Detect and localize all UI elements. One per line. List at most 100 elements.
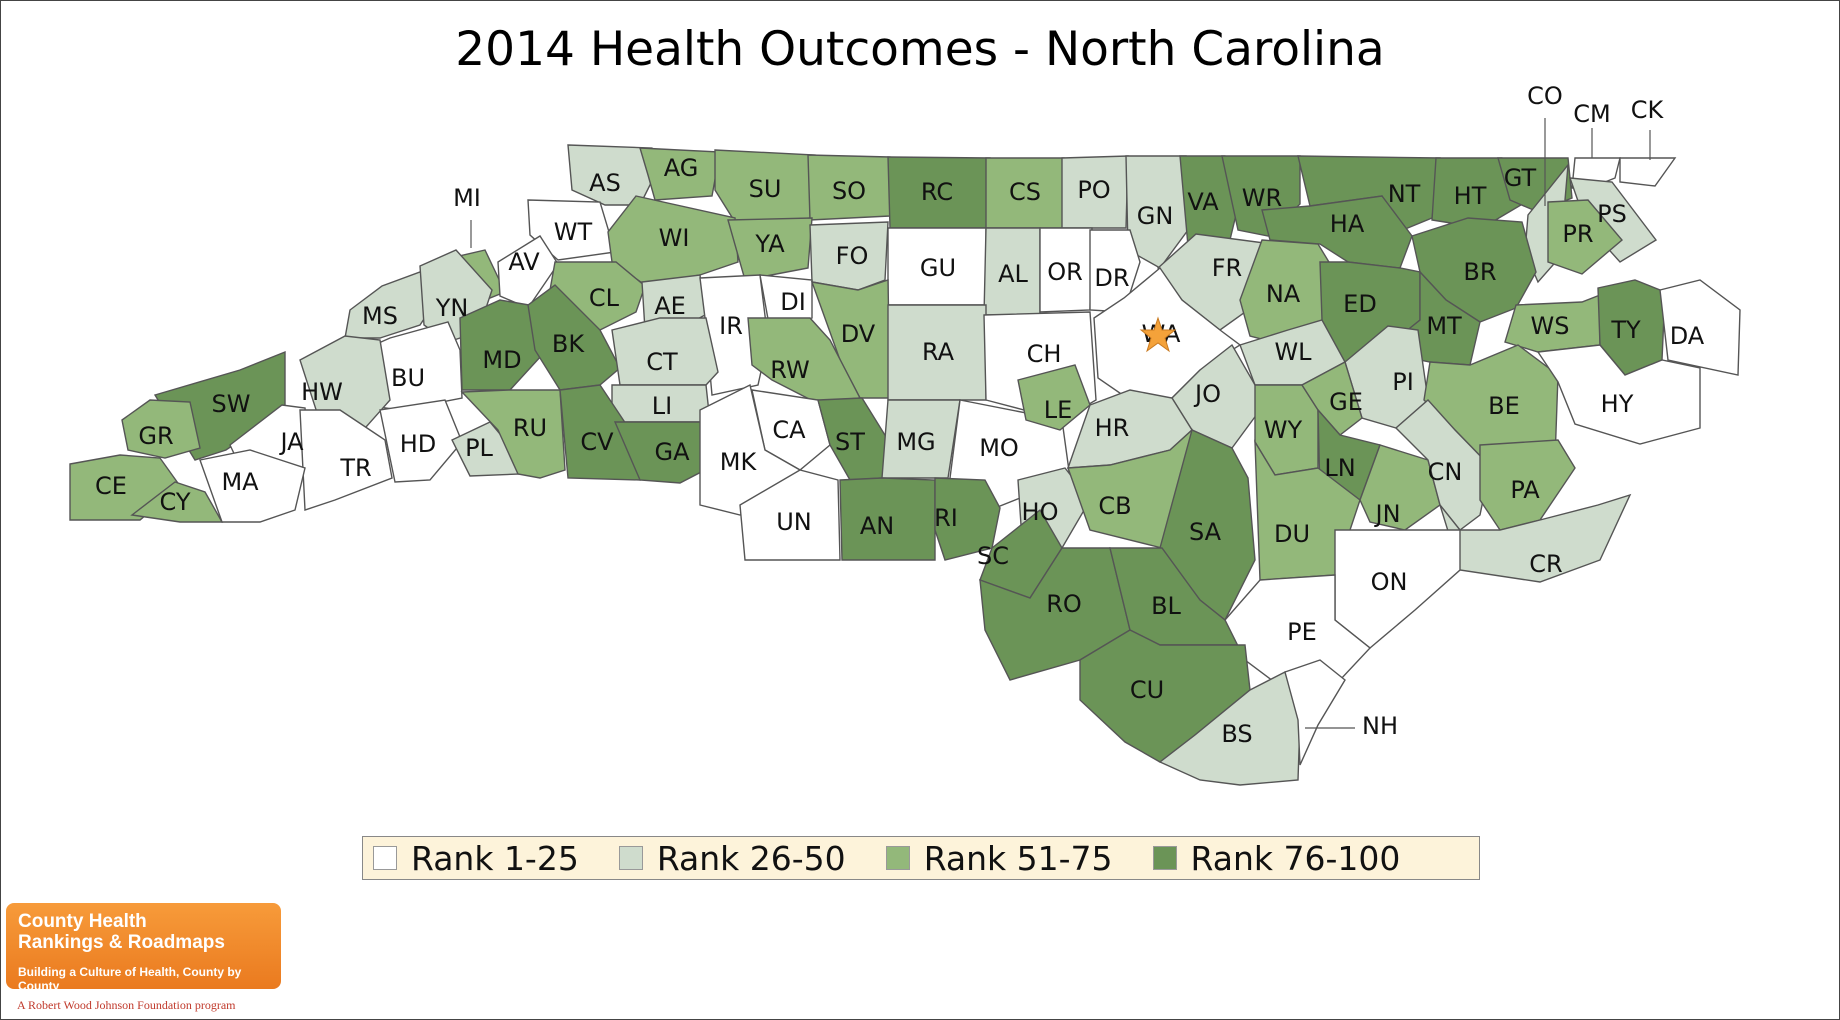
map-title: 2014 Health Outcomes - North Carolina xyxy=(455,22,1385,77)
county-label-mt: MT xyxy=(1426,312,1462,340)
county-label-pr: PR xyxy=(1562,220,1593,248)
county-label-ag: AG xyxy=(664,154,699,182)
county-label-mi: MI xyxy=(453,184,481,212)
legend-item-1: Rank 1-25 xyxy=(373,839,579,878)
county-label-mo: MO xyxy=(979,434,1019,462)
county-po xyxy=(1061,155,1129,229)
county-label-gt: GT xyxy=(1504,164,1537,192)
county-label-mg: MG xyxy=(896,428,935,456)
county-label-du: DU xyxy=(1274,520,1310,548)
county-label-wy: WY xyxy=(1264,416,1303,444)
county-label-sc: SC xyxy=(977,542,1009,570)
county-label-tr: TR xyxy=(339,454,371,482)
county-label-ho: HO xyxy=(1022,498,1059,526)
legend-item-3: Rank 51-75 xyxy=(885,838,1113,878)
legend-item-4: Rank 76-100 xyxy=(1152,839,1400,878)
county-gr xyxy=(121,399,201,459)
county-label-ro: RO xyxy=(1046,590,1082,618)
county-label-ck: CK xyxy=(1631,96,1665,124)
county-nh xyxy=(1284,659,1346,766)
county-label-sa: SA xyxy=(1189,518,1222,546)
legend-swatch xyxy=(373,846,397,870)
county-ag xyxy=(639,147,721,201)
county-label-un: UN xyxy=(776,508,812,536)
county-label-wi: WI xyxy=(659,224,690,252)
county-label-le: LE xyxy=(1044,396,1073,424)
county-label-an: AN xyxy=(860,512,894,540)
county-label-ri: RI xyxy=(934,504,958,532)
county-label-ca: CA xyxy=(772,416,806,444)
county-di xyxy=(759,274,813,331)
legend-item-2: Rank 26-50 xyxy=(618,838,846,878)
legend-swatch xyxy=(618,846,643,870)
county-label-ra: RA xyxy=(922,338,955,366)
county-label-hw: HW xyxy=(301,378,343,406)
county-label-da: DA xyxy=(1670,322,1705,350)
county-label-so: SO xyxy=(832,177,866,205)
county-label-al: AL xyxy=(998,260,1028,288)
county-hd xyxy=(379,399,463,483)
county-label-cr: CR xyxy=(1529,550,1562,578)
county-label-ps: PS xyxy=(1597,200,1627,228)
county-label-cm: CM xyxy=(1573,100,1610,128)
legend-label: Rank 51-75 xyxy=(923,838,1113,878)
county-label-bu: BU xyxy=(391,364,425,392)
county-label-su: SU xyxy=(749,175,782,203)
county-label-wt: WT xyxy=(554,218,593,246)
county-pe xyxy=(1224,574,1372,691)
county-da xyxy=(1659,279,1741,376)
county-label-be: BE xyxy=(1488,392,1520,420)
county-wt xyxy=(527,199,616,261)
county-label-as: AS xyxy=(589,169,621,197)
county-label-li: LI xyxy=(652,392,672,420)
county-label-ln: LN xyxy=(1324,454,1355,482)
county-label-cv: CV xyxy=(580,428,614,456)
county-label-cu: CU xyxy=(1130,676,1164,704)
county-label-va: VA xyxy=(1187,188,1219,216)
callout-lines xyxy=(470,118,1651,729)
county-label-po: PO xyxy=(1077,176,1110,204)
county-label-sw: SW xyxy=(212,390,251,418)
county-label-ha: HA xyxy=(1330,210,1365,238)
county-label-av: AV xyxy=(508,248,540,276)
county-label-bk: BK xyxy=(552,330,585,358)
county-label-bl: BL xyxy=(1151,592,1181,620)
county-label-pi: PI xyxy=(1392,368,1414,396)
county-label-hr: HR xyxy=(1095,414,1130,442)
county-label-br: BR xyxy=(1463,258,1496,286)
county-hy xyxy=(1536,344,1701,445)
county-pr xyxy=(1547,199,1623,275)
county-label-hy: HY xyxy=(1601,390,1634,418)
county-label-st: ST xyxy=(835,428,865,456)
county-label-pl: PL xyxy=(465,434,493,462)
county-cy xyxy=(130,481,224,523)
county-label-ms: MS xyxy=(362,302,398,330)
county-label-ed: ED xyxy=(1343,290,1377,318)
county-label-ty: TY xyxy=(1610,316,1641,344)
legend-swatch xyxy=(885,846,910,870)
county-label-nh: NH xyxy=(1362,712,1398,740)
county-label-ht: HT xyxy=(1454,182,1487,210)
county-label-fr: FR xyxy=(1212,254,1242,282)
legend-label: Rank 1-25 xyxy=(411,838,579,878)
legend-label: Rank 26-50 xyxy=(656,838,846,878)
logo-line-1: County Health xyxy=(18,911,147,932)
logo-tagline: Building a Culture of Health, County by … xyxy=(18,965,242,993)
county-label-mk: MK xyxy=(720,448,758,476)
county-label-wl: WL xyxy=(1274,338,1312,366)
county-label-bs: BS xyxy=(1221,720,1252,748)
county-label-cl: CL xyxy=(589,284,620,312)
county-label-hd: HD xyxy=(400,430,437,458)
county-label-rc: RC xyxy=(921,178,953,206)
county-label-on: ON xyxy=(1371,568,1408,596)
county-label-nt: NT xyxy=(1388,180,1421,208)
county-label-jn: JN xyxy=(1373,500,1400,528)
state-capital-star-icon xyxy=(1139,316,1177,353)
county-health-rankings-logo: County Health Rankings & Roadmaps Buildi… xyxy=(6,903,281,993)
county-label-wr: WR xyxy=(1242,184,1282,212)
county-label-cy: CY xyxy=(160,488,191,516)
county-label-ga: GA xyxy=(654,438,690,466)
county-label-ct: CT xyxy=(646,348,678,376)
county-ge xyxy=(1301,360,1363,436)
county-label-gn: GN xyxy=(1137,202,1174,230)
